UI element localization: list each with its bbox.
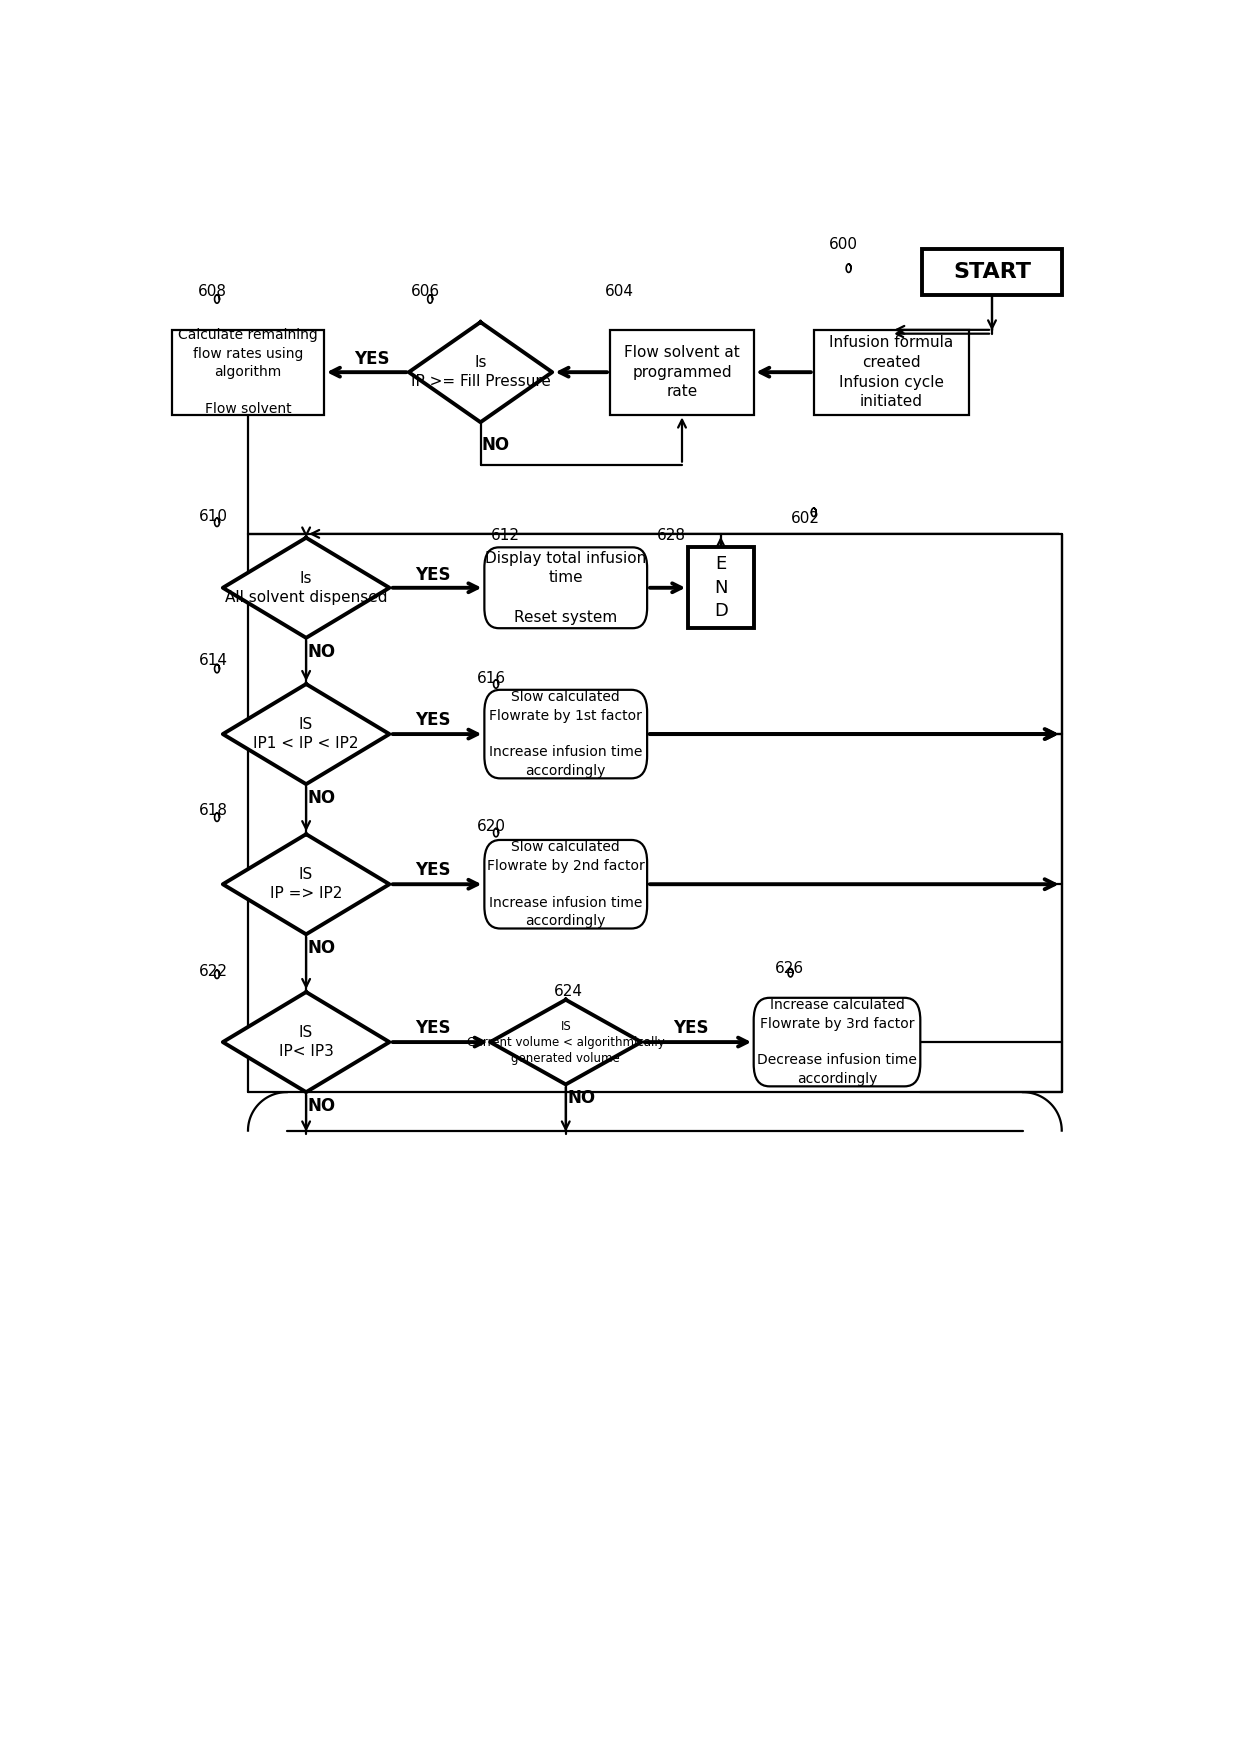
Text: Display total infusion
time

Reset system: Display total infusion time Reset system [485, 551, 646, 624]
Text: NO: NO [308, 789, 336, 807]
Text: Is
All solvent dispensed: Is All solvent dispensed [224, 572, 387, 605]
Text: YES: YES [414, 1019, 450, 1037]
Polygon shape [223, 538, 389, 638]
Bar [172, 330, 324, 414]
Text: 616: 616 [476, 672, 506, 686]
Text: YES: YES [414, 710, 450, 730]
Text: Flow solvent at
programmed
rate: Flow solvent at programmed rate [624, 346, 740, 400]
FancyBboxPatch shape [485, 840, 647, 928]
Text: 602: 602 [791, 510, 820, 526]
Text: 612: 612 [491, 528, 520, 542]
Polygon shape [409, 323, 552, 423]
Text: Is
IP >= Fill Pressure: Is IP >= Fill Pressure [410, 356, 551, 389]
Text: Calculate remaining
flow rates using
algorithm

Flow solvent: Calculate remaining flow rates using alg… [179, 328, 317, 416]
Text: NO: NO [482, 437, 510, 454]
Text: NO: NO [308, 938, 336, 958]
Text: 626: 626 [775, 961, 804, 977]
Text: NO: NO [567, 1089, 595, 1107]
Text: 604: 604 [605, 284, 634, 298]
Text: Infusion formula
created
Infusion cycle
initiated: Infusion formula created Infusion cycle … [830, 335, 954, 409]
Text: 622: 622 [200, 963, 228, 979]
Text: 606: 606 [410, 284, 440, 298]
Text: IS
IP1 < IP < IP2: IS IP1 < IP < IP2 [253, 717, 358, 751]
Polygon shape [223, 684, 389, 784]
Polygon shape [223, 993, 389, 1093]
Text: E
N
D: E N D [714, 556, 728, 621]
Bar [813, 330, 968, 414]
Text: IS
Current volume < algorithmically
generated volume: IS Current volume < algorithmically gene… [467, 1019, 665, 1065]
Polygon shape [490, 1000, 641, 1084]
Text: 600: 600 [830, 237, 858, 253]
Text: 624: 624 [554, 984, 583, 1000]
Text: NO: NO [308, 642, 336, 661]
Bar [923, 249, 1061, 295]
Text: IS
IP => IP2: IS IP => IP2 [270, 868, 342, 902]
Text: YES: YES [414, 861, 450, 879]
Text: Slow calculated
Flowrate by 1st factor

Increase infusion time
accordingly: Slow calculated Flowrate by 1st factor I… [489, 691, 642, 777]
FancyBboxPatch shape [485, 547, 647, 628]
Bar [688, 547, 754, 628]
Text: YES: YES [673, 1019, 709, 1037]
Text: IS
IP< IP3: IS IP< IP3 [279, 1026, 334, 1059]
Text: 618: 618 [200, 803, 228, 819]
Text: 608: 608 [197, 284, 227, 298]
Text: YES: YES [355, 351, 389, 368]
Text: 620: 620 [476, 819, 506, 833]
Text: 614: 614 [200, 652, 228, 668]
Text: START: START [954, 261, 1030, 282]
Text: Slow calculated
Flowrate by 2nd factor

Increase infusion time
accordingly: Slow calculated Flowrate by 2nd factor I… [487, 840, 645, 928]
Text: Increase calculated
Flowrate by 3rd factor

Decrease infusion time
accordingly: Increase calculated Flowrate by 3rd fact… [758, 998, 916, 1086]
Text: NO: NO [308, 1096, 336, 1116]
Text: 628: 628 [656, 528, 686, 542]
Polygon shape [223, 835, 389, 935]
Text: 610: 610 [200, 509, 228, 524]
FancyBboxPatch shape [754, 998, 920, 1086]
FancyBboxPatch shape [485, 689, 647, 779]
Bar [610, 330, 754, 414]
Text: YES: YES [414, 567, 450, 584]
